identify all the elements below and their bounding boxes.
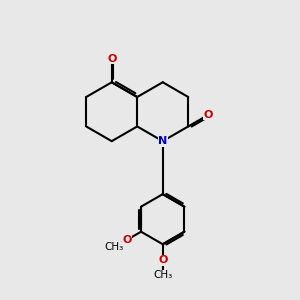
Text: O: O	[158, 255, 167, 266]
Text: O: O	[122, 235, 132, 245]
Text: O: O	[204, 110, 213, 120]
Text: N: N	[158, 136, 167, 146]
Text: O: O	[107, 54, 116, 64]
Text: CH₃: CH₃	[105, 242, 124, 252]
Text: CH₃: CH₃	[153, 270, 172, 280]
